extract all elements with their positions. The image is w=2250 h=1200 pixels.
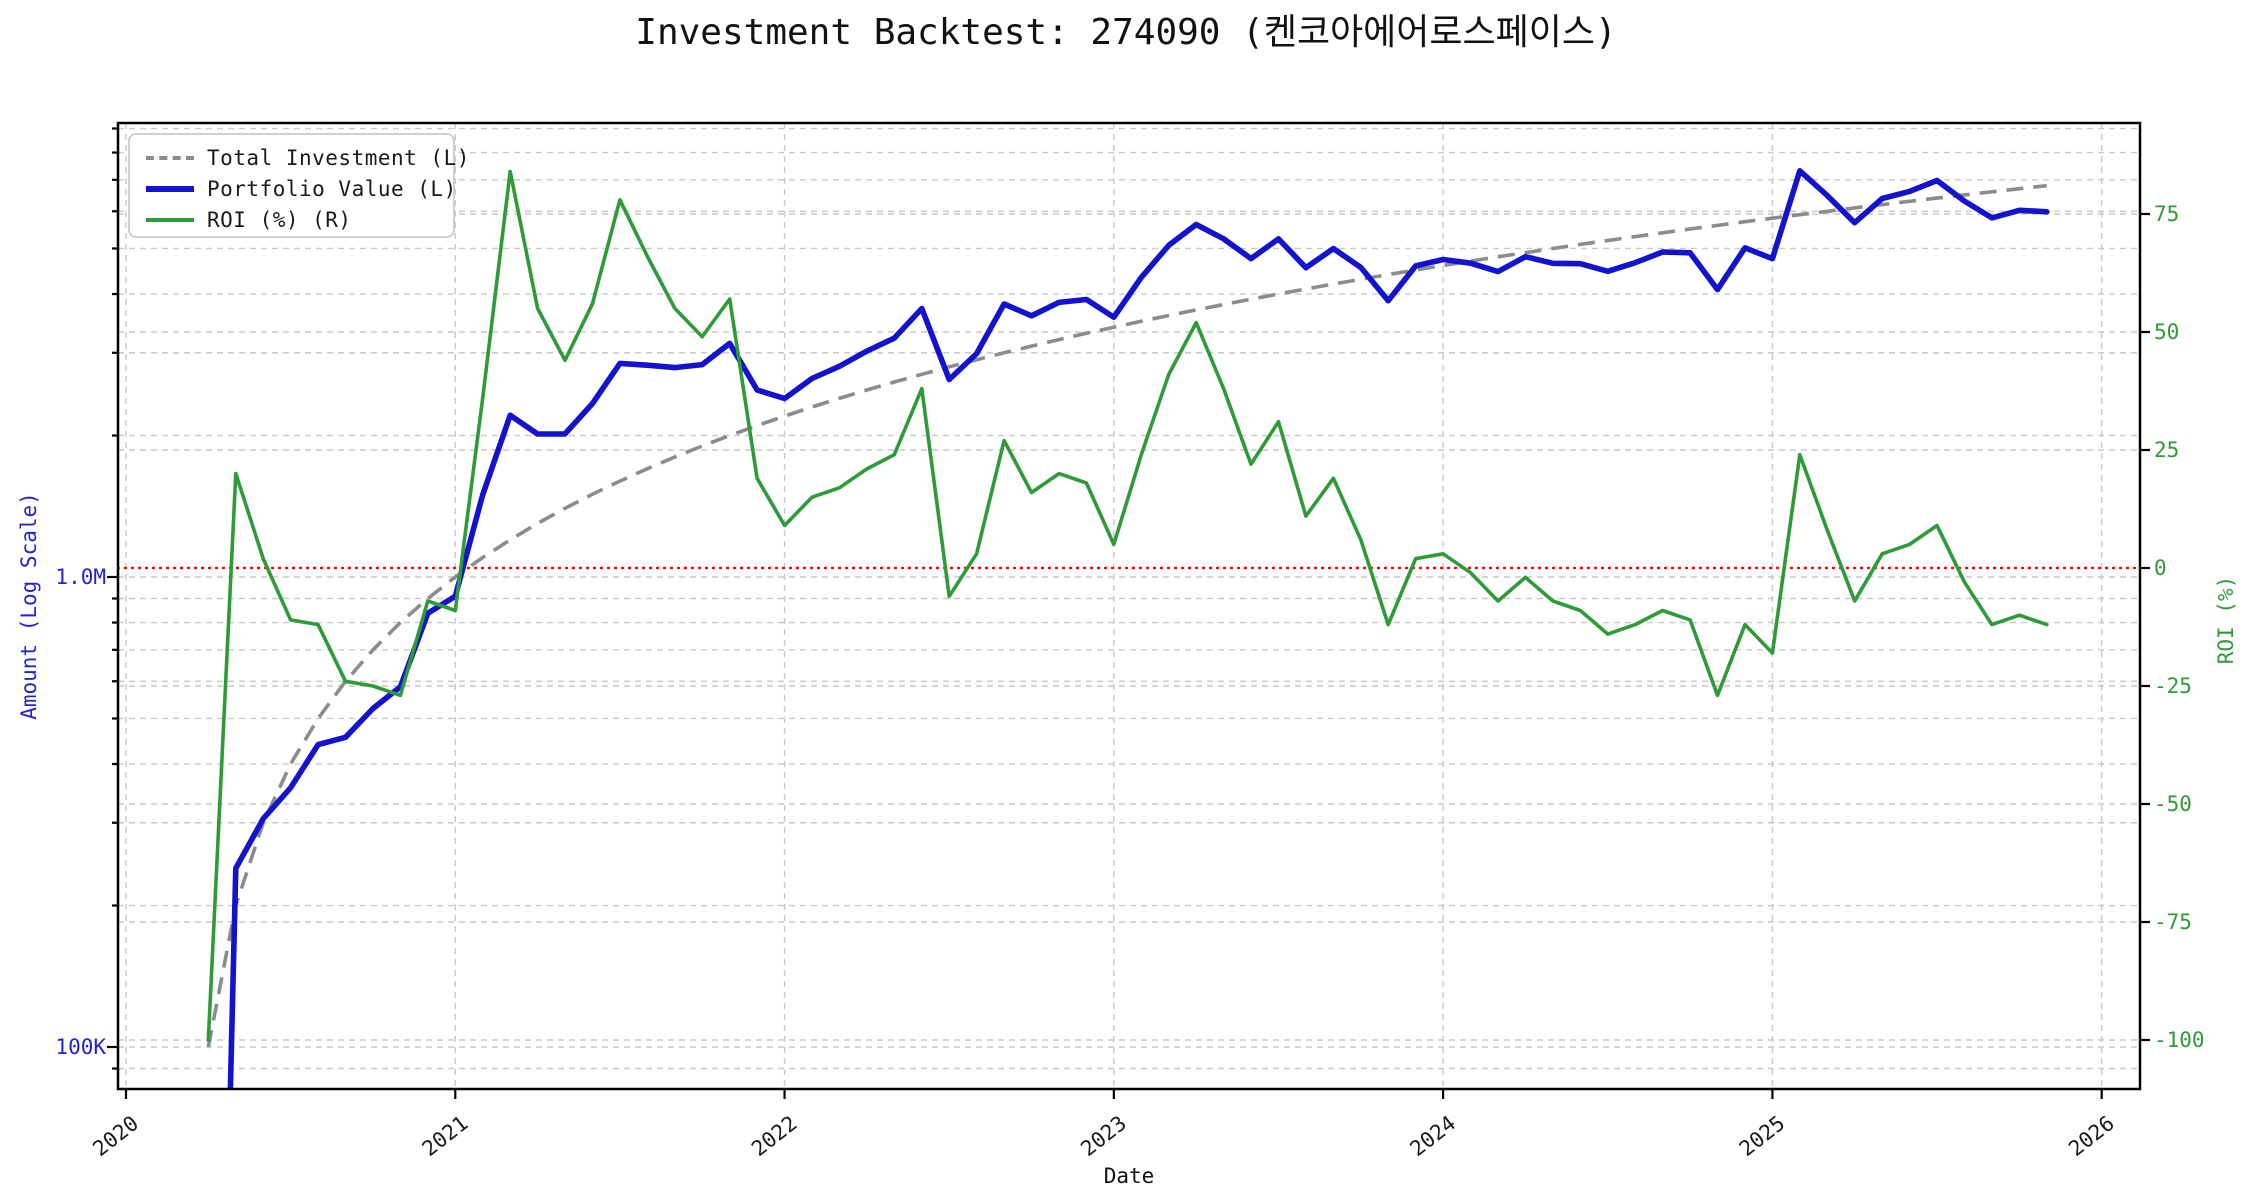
tick-label: -25 — [2154, 674, 2192, 698]
axis-ticks — [107, 127, 2150, 1099]
tick-label: -50 — [2154, 792, 2192, 816]
right-axis-title: ROI (%) — [2214, 576, 2238, 665]
tick-label: 25 — [2154, 438, 2179, 462]
legend-item-portfolio-value: Portfolio Value (L) — [146, 173, 456, 204]
tick-label: 2026 — [2064, 1111, 2119, 1161]
legend-label: Total Investment (L) — [207, 145, 470, 170]
chart-title: Investment Backtest: 274090 (켄코아에어로스페이스) — [635, 12, 1616, 53]
tick-label: 100K — [55, 1035, 106, 1059]
legend-item-roi: ROI (%) (R) — [146, 204, 453, 235]
tick-label: 50 — [2154, 320, 2179, 344]
tick-label: 0 — [2154, 556, 2167, 580]
tick-label: 2024 — [1406, 1111, 1461, 1161]
solid-blue-line-icon — [146, 185, 194, 192]
x-axis-title: Date — [1104, 1164, 1155, 1188]
legend-box: Total Investment (L) Portfolio Value (L)… — [128, 133, 469, 238]
tick-label: 2020 — [88, 1111, 143, 1161]
tick-label: 2021 — [418, 1111, 473, 1161]
plot-border — [116, 121, 2142, 1091]
series-roi-line — [206, 169, 2049, 1042]
series-total-investment-line — [206, 183, 2047, 1048]
left-axis-title: Amount (Log Scale) — [17, 492, 41, 720]
tick-label: -100 — [2154, 1028, 2205, 1052]
legend-label: ROI (%) (R) — [207, 207, 352, 232]
solid-green-line-icon — [146, 217, 194, 222]
tick-label: 2022 — [747, 1111, 802, 1161]
gridlines — [118, 123, 2140, 1089]
legend-item-total-investment: Total Investment (L) — [146, 142, 469, 173]
tick-label: 75 — [2154, 202, 2179, 226]
legend-label: Portfolio Value (L) — [207, 176, 457, 201]
dashed-line-icon — [146, 155, 194, 160]
tick-label: 1.0M — [55, 565, 106, 589]
tick-label: 2023 — [1076, 1111, 1131, 1161]
tick-label: 2025 — [1735, 1111, 1790, 1161]
tick-label: -75 — [2154, 910, 2192, 934]
series-portfolio-value-line — [227, 168, 2050, 1089]
